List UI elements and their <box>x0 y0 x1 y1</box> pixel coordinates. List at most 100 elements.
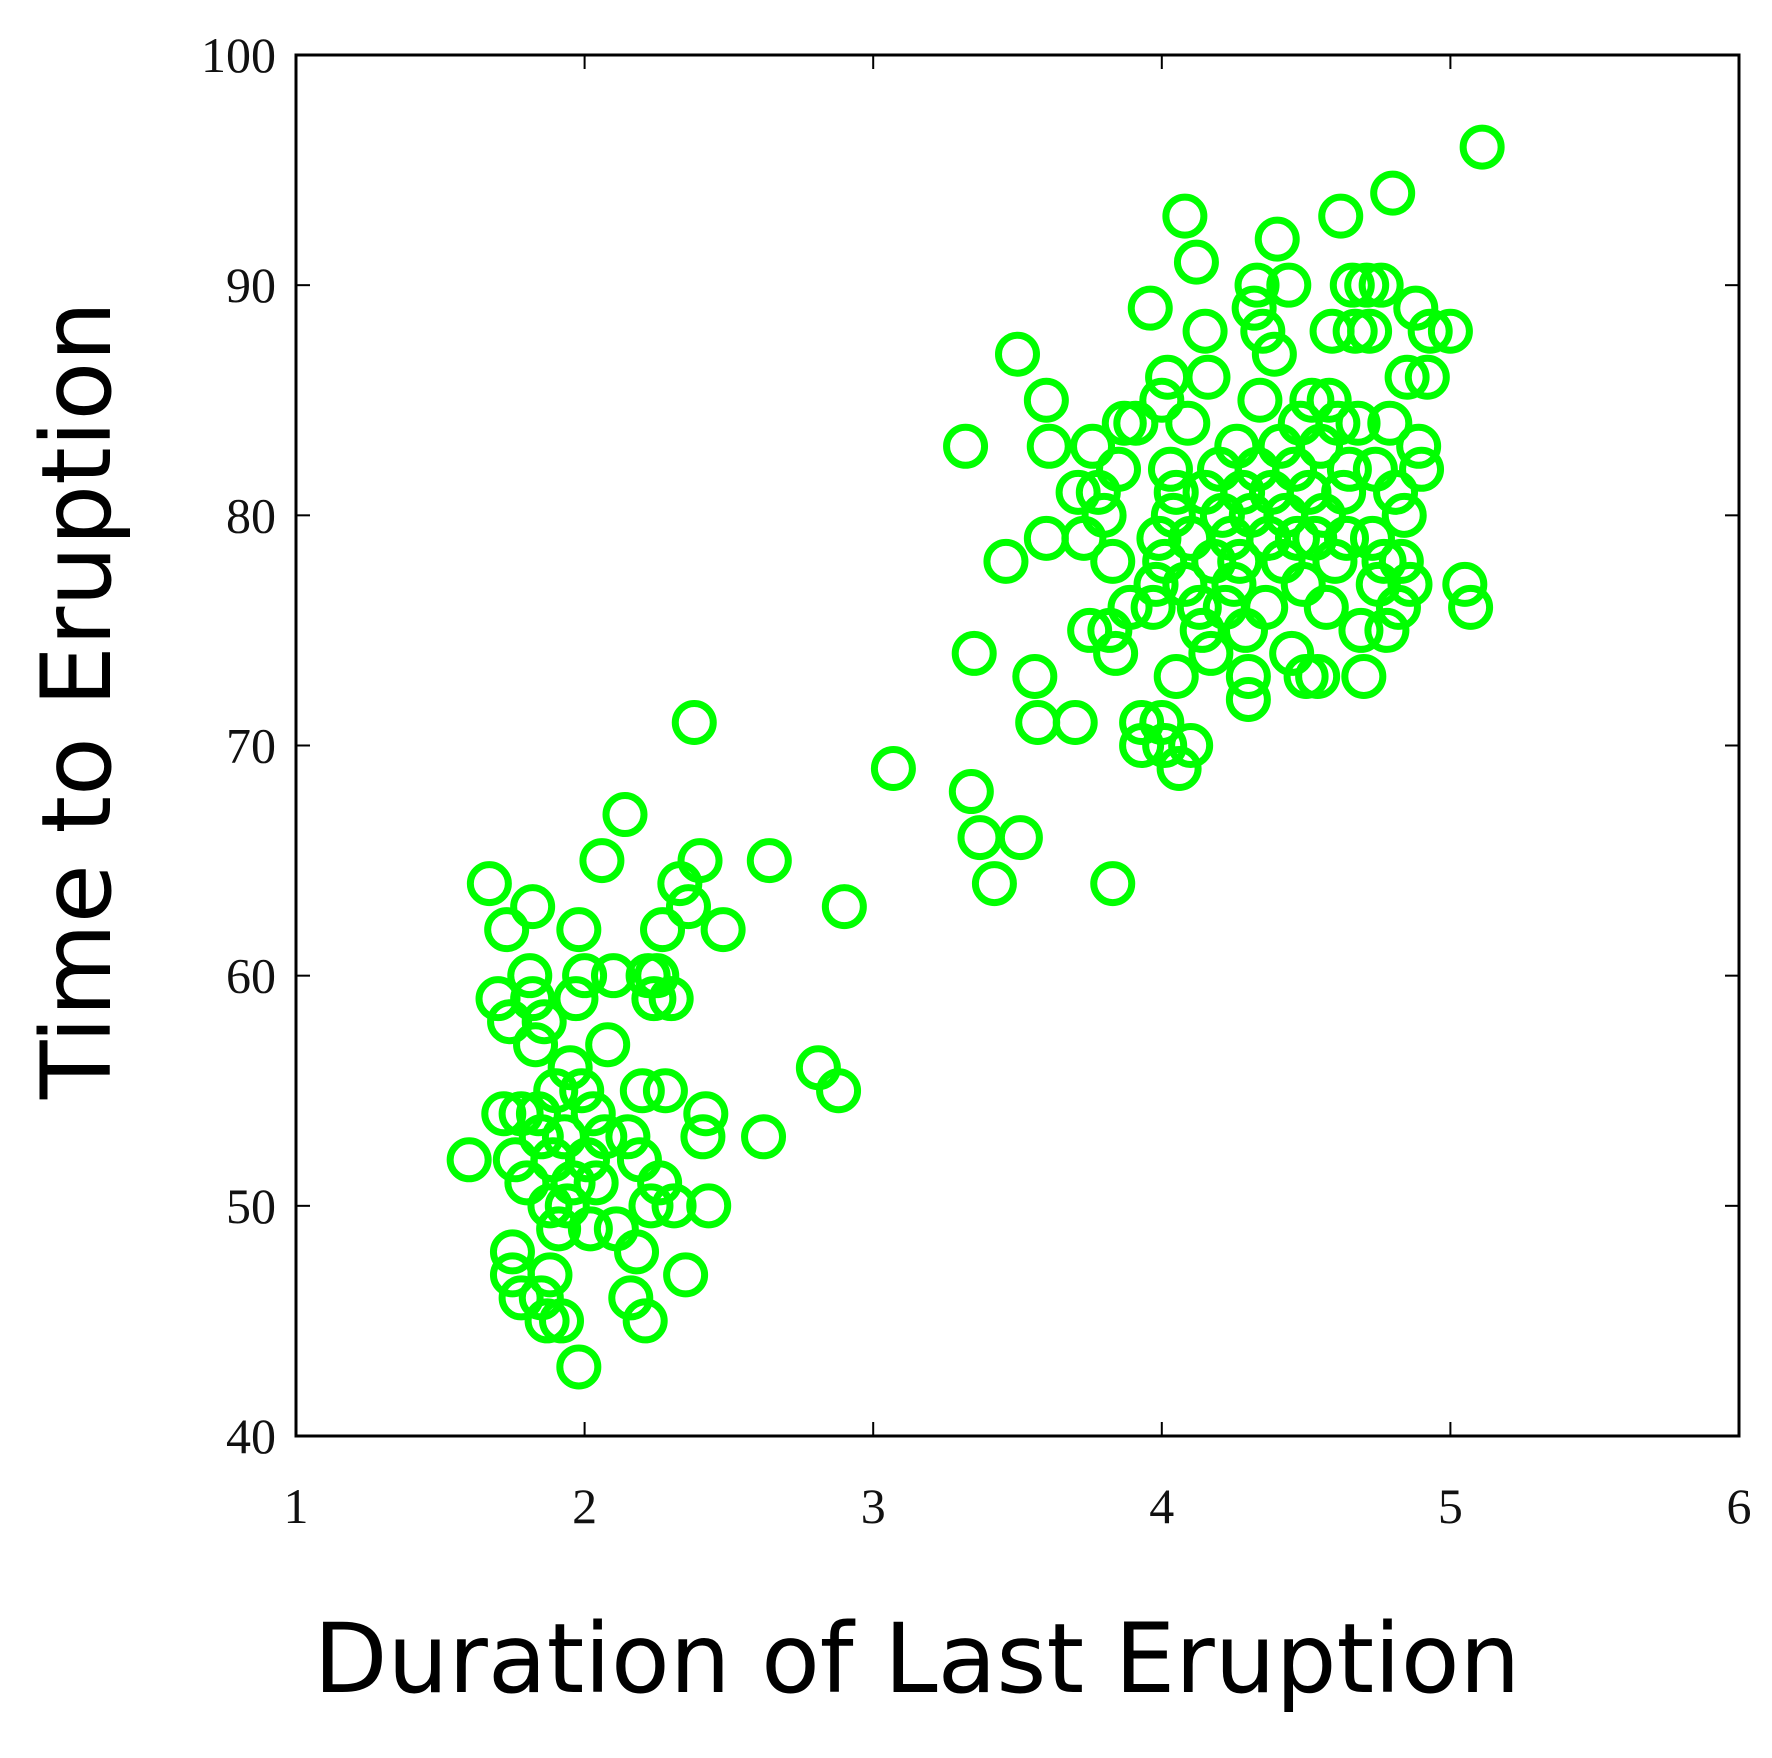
data-point <box>995 331 1040 377</box>
y-tick-label: 40 <box>226 1408 276 1464</box>
data-point <box>1361 538 1407 584</box>
data-point <box>1093 630 1139 676</box>
data-point <box>951 630 997 676</box>
data-point <box>1344 262 1390 308</box>
data-point <box>1225 653 1271 699</box>
data-point <box>1326 446 1372 492</box>
data-point <box>1243 584 1289 630</box>
data-point <box>579 838 625 884</box>
data-point <box>1173 239 1219 285</box>
data-point <box>484 907 530 953</box>
data-point <box>1113 400 1159 446</box>
data-point <box>510 884 556 930</box>
data-point <box>498 1275 544 1321</box>
data-point <box>1153 653 1199 699</box>
data-point <box>1295 653 1341 699</box>
data-point <box>1023 377 1069 423</box>
data-point <box>1179 607 1225 653</box>
data-point <box>1269 630 1315 676</box>
data-point <box>1162 561 1208 607</box>
x-tick-label: 2 <box>572 1478 597 1534</box>
x-tick-label: 1 <box>284 1478 309 1534</box>
data-point <box>614 1229 660 1275</box>
data-point <box>997 815 1043 861</box>
data-point <box>1217 538 1263 584</box>
data-point <box>1387 561 1433 607</box>
data-point <box>1329 262 1375 308</box>
data-point <box>1012 653 1058 699</box>
data-point <box>971 861 1017 907</box>
data-point <box>628 1183 674 1229</box>
data-point <box>489 1229 535 1275</box>
data-point <box>1147 446 1193 492</box>
data-point <box>746 838 792 884</box>
data-point <box>1338 607 1384 653</box>
data-point <box>1182 308 1228 354</box>
data-point <box>1349 515 1395 561</box>
data-point <box>1142 723 1188 768</box>
data-point <box>1090 861 1136 907</box>
data-point <box>1026 423 1072 469</box>
axis-ticks <box>295 54 1740 1437</box>
data-point <box>640 907 686 953</box>
y-tick-label: 80 <box>226 487 276 543</box>
x-axis-title: Duration of Last Eruption <box>314 1603 1521 1715</box>
data-point <box>948 769 994 815</box>
data-point <box>1139 377 1185 423</box>
data-point <box>1168 723 1214 768</box>
data-point <box>634 953 680 999</box>
data-point <box>1393 285 1439 331</box>
data-point <box>1266 262 1312 308</box>
data-point <box>1023 515 1069 561</box>
data-point <box>957 815 1003 861</box>
data-point <box>665 884 711 930</box>
data-point <box>680 1114 726 1160</box>
plot-frame <box>294 53 1741 1438</box>
data-point <box>1318 193 1364 239</box>
data-point <box>559 1068 605 1114</box>
data-point <box>1107 584 1153 630</box>
data-point <box>570 1091 616 1137</box>
data-point <box>446 1137 492 1183</box>
data-point <box>1220 469 1266 515</box>
data-point <box>1096 446 1142 492</box>
data-point <box>1145 354 1191 400</box>
data-point <box>1396 423 1442 469</box>
data-point <box>1234 262 1280 308</box>
data-point <box>677 838 723 884</box>
data-point <box>544 1183 590 1229</box>
data-point <box>1254 216 1300 262</box>
data-point <box>510 976 556 1022</box>
y-tick-label: 100 <box>201 27 276 83</box>
data-point <box>1306 377 1352 423</box>
data-point <box>1165 400 1211 446</box>
data-point <box>1321 469 1367 515</box>
data-point <box>663 1252 709 1298</box>
data-point <box>1347 308 1393 354</box>
data-point <box>608 1275 654 1321</box>
data-point <box>1090 538 1136 584</box>
data-point <box>821 884 867 930</box>
data-point <box>507 953 553 999</box>
data-point <box>1127 285 1173 331</box>
data-point <box>1162 193 1208 239</box>
data-point <box>1459 124 1505 170</box>
data-point <box>1375 584 1421 630</box>
data-point <box>1373 469 1419 515</box>
data-point <box>466 861 512 907</box>
data-point <box>547 1045 593 1091</box>
data-point <box>1399 446 1445 492</box>
data-point <box>533 1068 579 1114</box>
y-tick-label: 90 <box>226 257 276 313</box>
data-point <box>1384 354 1430 400</box>
data-point <box>585 1022 631 1068</box>
data-point <box>1427 308 1473 354</box>
data-point <box>539 1298 585 1344</box>
data-point <box>1133 561 1179 607</box>
data-point <box>1130 584 1176 630</box>
data-point <box>1052 699 1098 745</box>
data-point <box>504 1160 550 1206</box>
data-point <box>567 1206 613 1252</box>
data-point <box>527 1252 573 1298</box>
